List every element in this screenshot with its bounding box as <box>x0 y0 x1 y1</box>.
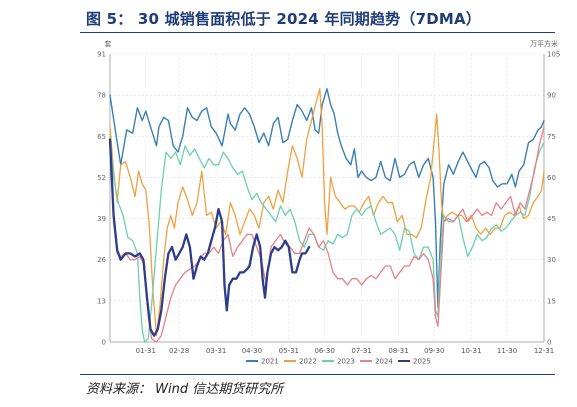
legend-label-2021: 2021 <box>261 358 279 366</box>
gridlines <box>110 53 545 343</box>
legend-label-2025: 2025 <box>413 358 431 366</box>
left-tick-label: 0 <box>102 339 106 347</box>
series-line-2024 <box>109 126 545 343</box>
left-tick-label: 26 <box>97 256 106 264</box>
legend: 2021 2022 2023 2024 2025 <box>246 358 431 366</box>
x-tick-label: 06-30 <box>314 347 334 355</box>
right-tick-label: 15 <box>547 297 556 305</box>
right-tick-label: 105 <box>547 51 560 59</box>
legend-label-2023: 2023 <box>337 358 355 366</box>
left-tick-label: 39 <box>97 215 106 223</box>
right-axis-unit: 万平方米 <box>530 39 558 48</box>
series-line-2021 <box>109 88 545 308</box>
line-chart: 套 万平方米 0 13 26 39 52 65 78 91 0 15 30 45 60 75 90 105 01… <box>97 39 560 366</box>
source-rule <box>80 374 555 375</box>
x-tick-label: 04-30 <box>242 347 262 355</box>
right-tick-label: 30 <box>547 256 556 264</box>
x-tick-label: 11-30 <box>497 347 517 355</box>
x-tick-label: 10-31 <box>461 347 481 355</box>
left-tick-label: 78 <box>97 92 106 100</box>
left-tick-label: 65 <box>97 133 106 141</box>
x-tick-label: 02-28 <box>169 347 189 355</box>
series-line-2025 <box>108 138 311 337</box>
right-tick-label: 45 <box>547 215 556 223</box>
title-rule <box>80 32 555 33</box>
right-tick-label: 90 <box>547 92 556 100</box>
x-tick-label: 07-31 <box>351 347 371 355</box>
x-tick-label: 08-31 <box>388 347 408 355</box>
left-axis-unit: 套 <box>105 39 112 48</box>
source-note: 资料来源： Wind 信达期货研究所 <box>86 382 284 397</box>
figure-title: 图 5： 30 城销售面积低于 2024 年同期趋势（7DMA） <box>86 10 481 28</box>
legend-label-2022: 2022 <box>299 358 317 366</box>
series-line-2022 <box>109 88 545 337</box>
x-tick-label: 03-31 <box>206 347 226 355</box>
x-tick-label: 05-31 <box>279 347 299 355</box>
series-lines <box>108 88 545 343</box>
right-tick-label: 60 <box>547 174 556 182</box>
left-tick-label: 13 <box>97 297 106 305</box>
legend-label-2024: 2024 <box>375 358 393 366</box>
left-tick-label: 91 <box>97 51 106 59</box>
left-tick-label: 52 <box>97 174 106 182</box>
axes: 0 13 26 39 52 65 78 91 0 15 30 45 60 75 90 105 01-31 02-2… <box>97 51 560 356</box>
x-tick-label: 01-31 <box>136 347 156 355</box>
right-tick-label: 0 <box>547 339 551 347</box>
x-tick-label: 12-31 <box>534 347 554 355</box>
x-tick-label: 09-30 <box>424 347 444 355</box>
right-tick-label: 75 <box>547 133 556 141</box>
